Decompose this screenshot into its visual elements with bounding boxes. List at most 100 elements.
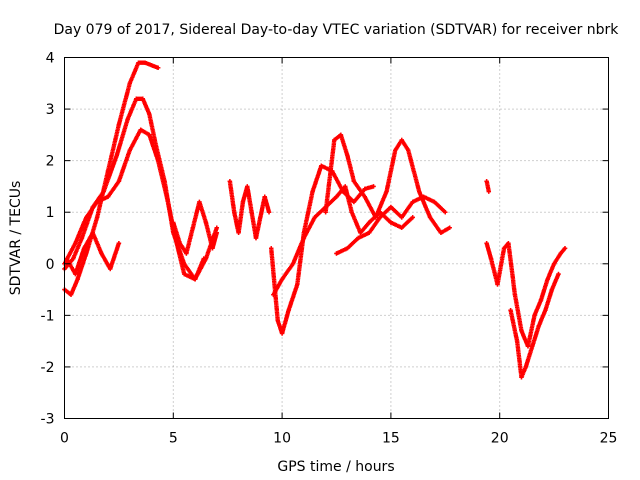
data-point	[253, 235, 259, 241]
series-markers	[271, 184, 415, 297]
data-point	[99, 251, 104, 256]
data-point	[275, 318, 280, 323]
data-point	[399, 215, 404, 220]
data-point	[416, 189, 422, 194]
data-point	[203, 220, 209, 225]
data-point	[79, 235, 85, 241]
data-point	[101, 189, 106, 194]
data-point	[125, 117, 130, 122]
data-point	[266, 210, 272, 215]
data-point	[147, 132, 152, 138]
data-point	[147, 112, 152, 117]
data-point	[538, 297, 544, 303]
data-point	[362, 186, 367, 192]
data-point	[203, 256, 209, 261]
data-point	[184, 251, 189, 256]
data-point	[556, 271, 561, 277]
data-point	[310, 189, 315, 194]
data-point	[484, 179, 489, 184]
data-point	[427, 215, 433, 220]
data-point	[371, 184, 376, 189]
data-point	[271, 292, 276, 297]
data-point	[64, 256, 69, 261]
data-point	[134, 96, 139, 101]
chart-title: Day 079 of 2017, Sidereal Day-to-day VTE…	[54, 22, 620, 38]
data-point	[105, 194, 111, 199]
data-point	[149, 63, 154, 68]
data-point	[536, 323, 542, 328]
series-10	[334, 194, 448, 256]
data-point	[240, 199, 246, 205]
data-point	[334, 194, 339, 199]
y-axis-label: SDTVAR / TECUs	[8, 181, 24, 296]
data-point	[214, 225, 220, 230]
data-point	[486, 189, 492, 194]
data-point	[332, 137, 337, 143]
data-point	[81, 246, 87, 251]
grid	[64, 57, 609, 419]
data-point	[142, 60, 148, 65]
data-series	[62, 60, 568, 380]
data-point	[410, 199, 415, 205]
y-tick-label: 3	[46, 102, 55, 118]
data-point	[323, 210, 328, 215]
series-9	[323, 132, 452, 236]
series-13	[508, 271, 561, 380]
data-point	[543, 308, 548, 313]
x-tick-label: 25	[600, 431, 618, 447]
data-point	[249, 210, 254, 215]
data-point	[116, 179, 122, 184]
data-point	[358, 230, 363, 236]
data-point	[406, 148, 411, 153]
data-point	[532, 313, 537, 318]
data-point	[366, 230, 372, 236]
data-point	[551, 261, 557, 266]
data-point	[181, 271, 187, 277]
data-point	[127, 148, 132, 153]
data-point	[197, 199, 202, 205]
series-12	[484, 240, 568, 349]
data-point	[319, 163, 324, 168]
series-8	[271, 184, 415, 297]
data-point	[545, 277, 550, 282]
series-markers	[484, 241, 568, 349]
y-tick-label: 2	[46, 154, 55, 170]
data-point	[519, 328, 524, 334]
data-point	[155, 158, 161, 163]
data-point	[351, 199, 357, 205]
data-point	[75, 277, 80, 282]
data-point	[508, 308, 513, 313]
x-tick-label: 20	[491, 431, 509, 447]
data-point	[290, 261, 296, 266]
data-point	[127, 81, 132, 86]
data-point	[68, 292, 74, 297]
data-point	[73, 240, 78, 246]
data-point	[366, 220, 372, 225]
data-point	[506, 240, 511, 246]
data-point	[155, 65, 161, 71]
data-point	[136, 60, 141, 65]
data-point	[164, 194, 169, 199]
data-point	[334, 251, 339, 256]
data-point	[84, 215, 89, 220]
data-point	[399, 225, 404, 230]
data-point	[514, 338, 520, 344]
data-point	[447, 225, 452, 230]
data-point	[349, 210, 354, 215]
data-point	[484, 240, 489, 246]
data-point	[269, 246, 274, 251]
data-point	[356, 235, 361, 241]
data-point	[107, 266, 113, 272]
data-point	[301, 235, 307, 241]
data-point	[140, 96, 146, 101]
plot-frame	[64, 57, 609, 419]
data-point	[488, 256, 494, 261]
data-point	[373, 215, 378, 220]
data-point	[530, 344, 535, 349]
data-point	[345, 153, 350, 158]
x-tick-label: 5	[169, 431, 178, 447]
data-point	[345, 246, 350, 251]
data-point	[432, 199, 437, 205]
series-markers	[64, 230, 122, 277]
data-point	[245, 184, 250, 189]
